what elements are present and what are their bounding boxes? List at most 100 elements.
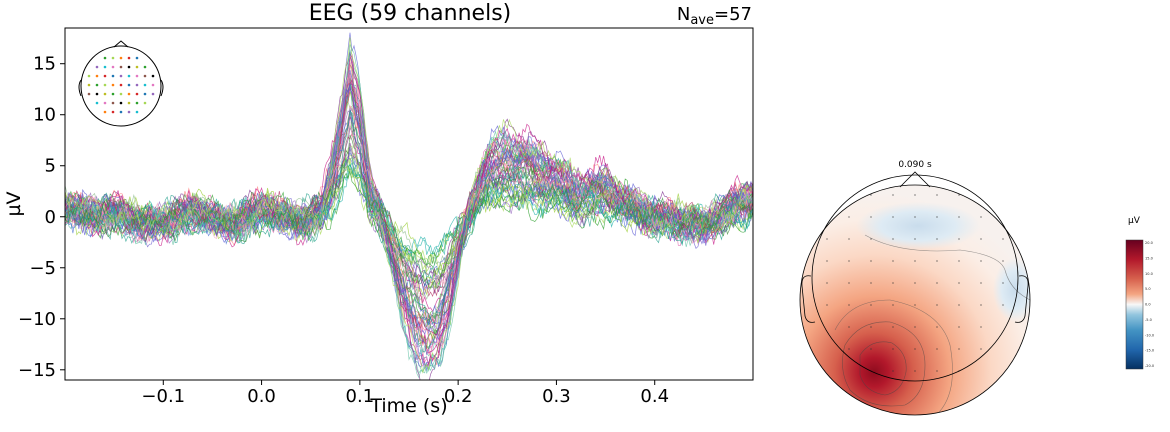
sensor-dot: [151, 74, 155, 78]
sensor-dot: [143, 101, 147, 105]
topo-sensor-dot: [980, 216, 982, 218]
sensor-dot: [111, 92, 115, 96]
colorbar-tick-label: 5.0: [1145, 287, 1151, 291]
topo-sensor-dot: [980, 260, 982, 262]
sensor-dot: [119, 83, 123, 87]
sensor-dot: [143, 74, 147, 78]
topo-sensor-dot: [848, 260, 850, 262]
topo-sensor-dot: [914, 260, 916, 262]
topo-sensor-dot: [892, 194, 894, 196]
x-axis-label: Time (s): [369, 395, 447, 417]
sensor-dot: [119, 110, 123, 114]
sensor-dot: [135, 92, 139, 96]
sensor-dot: [103, 92, 107, 96]
topo-sensor-dot: [958, 194, 960, 196]
topo-sensor-dot: [892, 216, 894, 218]
plot-frame: [64, 27, 754, 381]
sensor-dot: [111, 56, 115, 60]
topo-sensor-dot: [892, 348, 894, 350]
colorbar-tick-label: 20.0: [1145, 241, 1153, 245]
x-axis: −0.1 0.0 0.1 0.2 0.3 0.4: [141, 380, 669, 407]
topo-sensor-dot: [870, 260, 872, 262]
sensor-dot: [135, 74, 139, 78]
topomap: 0.090 s: [799, 160, 1031, 416]
topo-sensor-dot: [892, 304, 894, 306]
channel-trace: [65, 83, 753, 356]
sensor-dot: [127, 56, 131, 60]
sensor-dot: [135, 56, 139, 60]
sensor-dot: [95, 74, 99, 78]
x-tick-label: 0.3: [542, 386, 571, 407]
topo-sensor-dot: [870, 326, 872, 328]
sensor-dot: [87, 83, 91, 87]
topo-sensor-dot: [980, 282, 982, 284]
topo-sensor-dot: [848, 326, 850, 328]
colorbar-tick-label: -10.0: [1145, 333, 1154, 337]
sensor-dot: [103, 65, 107, 69]
x-tick-label: 0.2: [444, 386, 473, 407]
sensor-dot: [127, 65, 131, 69]
topo-sensor-dot: [870, 194, 872, 196]
topo-sensor-dot: [914, 282, 916, 284]
sensor-dot: [135, 65, 139, 69]
topo-sensor-dot: [848, 304, 850, 306]
sensor-dot: [119, 92, 123, 96]
channel-traces: [65, 32, 753, 380]
sensor-dot: [135, 110, 139, 114]
x-tick-label: 0.4: [640, 386, 669, 407]
topo-sensor-dot: [826, 282, 828, 284]
colorbar-label: µV: [1128, 216, 1141, 226]
butterfly-plot: EEG (59 channels) Nave=57 −0.1 0.0 0.1 0.2 0…: [3, 1, 754, 417]
sensor-dot: [111, 110, 115, 114]
topo-sensor-dot: [826, 260, 828, 262]
y-tick-label: 0: [45, 207, 56, 228]
topo-sensor-dot: [958, 238, 960, 240]
sensor-dot: [143, 65, 147, 69]
sensor-dot: [127, 110, 131, 114]
topo-sensor-dot: [848, 238, 850, 240]
sensor-dot: [143, 83, 147, 87]
topo-sensor-dot: [914, 348, 916, 350]
sensor-dot: [95, 65, 99, 69]
topo-sensor-dot: [1002, 238, 1004, 240]
channel-trace: [65, 171, 753, 267]
nave-annotation: Nave=57: [677, 4, 752, 28]
sensor-dot: [119, 74, 123, 78]
topo-sensor-dot: [936, 370, 938, 372]
colorbar-tick-label: 15.0: [1145, 256, 1153, 260]
topo-sensor-dot: [914, 304, 916, 306]
sensor-dot: [103, 74, 107, 78]
y-tick-label: −15: [18, 360, 56, 381]
topo-sensor-dot: [936, 238, 938, 240]
colorbar: µV 20.0 15.0 10.0 5.0 0.0 -5.0 -10.0 -15.0 -20.0: [1125, 216, 1154, 370]
sensor-dot: [103, 56, 107, 60]
sensor-dot: [103, 110, 107, 114]
sensor-dot: [119, 65, 123, 69]
sensor-dot: [111, 83, 115, 87]
sensor-dot: [151, 83, 155, 87]
sensor-dot: [127, 92, 131, 96]
topo-sensor-dot: [848, 216, 850, 218]
topo-sensor-dot: [826, 304, 828, 306]
topo-sensor-dot: [958, 326, 960, 328]
sensor-dot: [111, 74, 115, 78]
topomap-time-label: 0.090 s: [898, 160, 932, 170]
channel-trace: [65, 37, 753, 374]
topo-sensor-dot: [936, 216, 938, 218]
sensor-dot: [135, 83, 139, 87]
x-tick-label: 0.1: [346, 386, 375, 407]
sensor-dot: [127, 101, 131, 105]
topo-sensor-dot: [958, 260, 960, 262]
topo-sensor-dot: [980, 326, 982, 328]
channel-trace: [65, 44, 753, 374]
topo-sensor-dot: [980, 348, 982, 350]
y-tick-label: 15: [33, 54, 56, 75]
sensor-dot: [119, 56, 123, 60]
sensor-dot: [111, 65, 115, 69]
topo-sensor-dot: [936, 348, 938, 350]
sensor-dot: [143, 92, 147, 96]
sensor-dot: [111, 101, 115, 105]
topo-sensor-dot: [848, 348, 850, 350]
topo-sensor-dot: [958, 348, 960, 350]
